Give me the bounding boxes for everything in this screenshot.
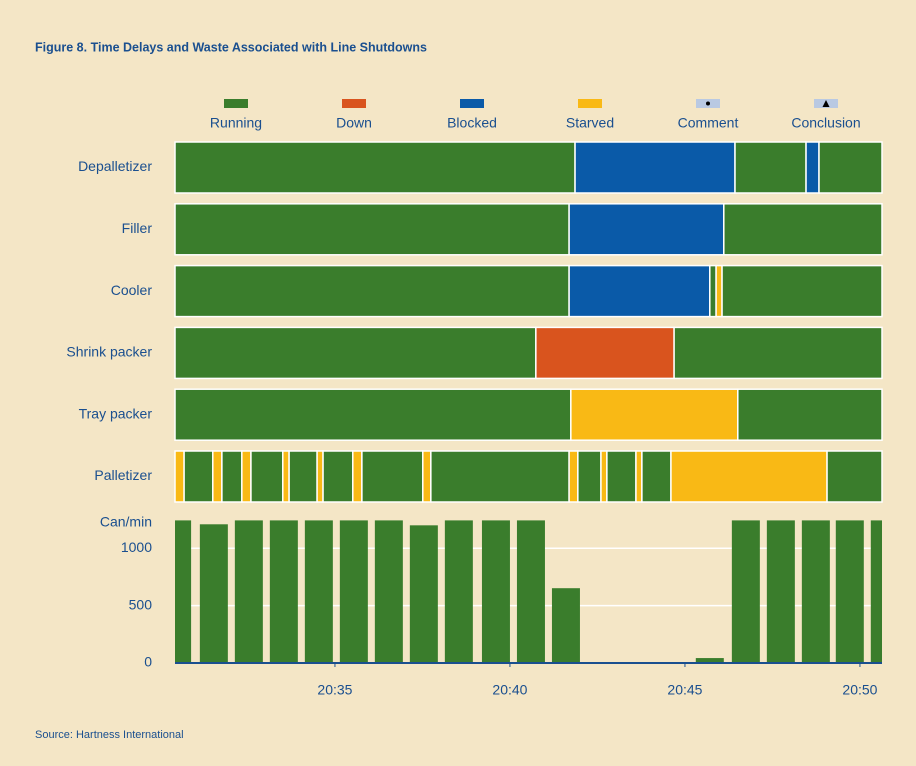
- state-segment: [361, 450, 424, 503]
- state-segment: [818, 141, 883, 194]
- state-segment: [174, 450, 185, 503]
- bar: [481, 520, 510, 663]
- bar: [304, 520, 333, 663]
- state-segment: [174, 264, 570, 318]
- bar: [269, 520, 298, 663]
- state-segment: [715, 264, 723, 318]
- y-tick-label: 500: [129, 596, 153, 612]
- bar: [374, 520, 403, 663]
- bar: [409, 525, 438, 663]
- bar: [870, 520, 882, 663]
- state-segment: [570, 388, 739, 441]
- state-segment: [635, 450, 643, 503]
- row-label: Cooler: [111, 282, 153, 298]
- x-tick-label: 20:50: [842, 682, 877, 698]
- row-label: Shrink packer: [66, 344, 152, 360]
- legend-swatch: [460, 99, 484, 108]
- legend-label: Blocked: [447, 115, 497, 131]
- state-segment: [174, 326, 537, 380]
- bar: [695, 658, 724, 663]
- bar: [339, 520, 368, 663]
- bar: [766, 520, 795, 663]
- x-tick-label: 20:35: [317, 682, 352, 698]
- row-label: Filler: [122, 220, 153, 236]
- state-segment: [250, 450, 284, 503]
- source: Source: Hartness International: [35, 729, 184, 741]
- bar: [731, 520, 760, 663]
- legend-swatch: [224, 99, 248, 108]
- state-segment: [212, 450, 223, 503]
- state-segment: [826, 450, 883, 503]
- legend-label: Down: [336, 115, 372, 131]
- state-segment: [805, 141, 820, 194]
- state-segment: [709, 264, 717, 318]
- state-segment: [600, 450, 608, 503]
- state-segment: [577, 450, 602, 503]
- state-segment: [641, 450, 672, 503]
- state-segment: [221, 450, 243, 503]
- bars: [175, 520, 882, 663]
- row-label: Palletizer: [94, 467, 152, 483]
- state-segment: [606, 450, 637, 503]
- row-label: Depalletizer: [78, 158, 152, 174]
- bar: [234, 520, 263, 663]
- state-segment: [174, 388, 572, 441]
- y-tick-label: 0: [144, 654, 152, 670]
- chart-title: Figure 8. Time Delays and Waste Associat…: [35, 40, 427, 54]
- state-segment: [241, 450, 252, 503]
- state-segment: [183, 450, 214, 503]
- state-segment: [288, 450, 318, 503]
- state-segment: [535, 326, 675, 380]
- legend-label: Conclusion: [791, 115, 860, 131]
- bar: [835, 520, 864, 663]
- bar: [801, 520, 830, 663]
- legend-swatch: [342, 99, 366, 108]
- state-segment: [568, 264, 711, 318]
- state-segment: [673, 326, 883, 380]
- state-segment: [316, 450, 324, 503]
- bar: [516, 520, 545, 663]
- y-tick-label: 1000: [121, 539, 152, 555]
- state-segment: [734, 141, 807, 194]
- legend-swatch: [578, 99, 602, 108]
- legend-label: Comment: [678, 115, 739, 131]
- state-segment: [422, 450, 432, 503]
- state-segment: [568, 203, 725, 256]
- bar: [551, 588, 580, 663]
- state-segment: [723, 203, 883, 256]
- x-tick-label: 20:40: [492, 682, 527, 698]
- state-segment: [352, 450, 363, 503]
- legend-label: Running: [210, 115, 262, 131]
- state-segment: [174, 141, 576, 194]
- state-segment: [568, 450, 579, 503]
- state-segment: [670, 450, 828, 503]
- bar: [199, 524, 228, 663]
- y-axis-label: Can/min: [100, 514, 152, 530]
- x-tick-label: 20:45: [667, 682, 702, 698]
- state-segment: [430, 450, 570, 503]
- state-segment: [322, 450, 354, 503]
- legend-label: Starved: [566, 115, 614, 131]
- state-segment: [721, 264, 883, 318]
- row-label: Tray packer: [79, 405, 153, 421]
- state-segment: [282, 450, 290, 503]
- legend-symbol: [706, 101, 710, 106]
- state-segment: [737, 388, 883, 441]
- state-segment: [574, 141, 736, 194]
- bar: [175, 520, 192, 663]
- bar: [444, 520, 473, 663]
- state-segment: [174, 203, 570, 256]
- legend-symbol: [822, 100, 830, 107]
